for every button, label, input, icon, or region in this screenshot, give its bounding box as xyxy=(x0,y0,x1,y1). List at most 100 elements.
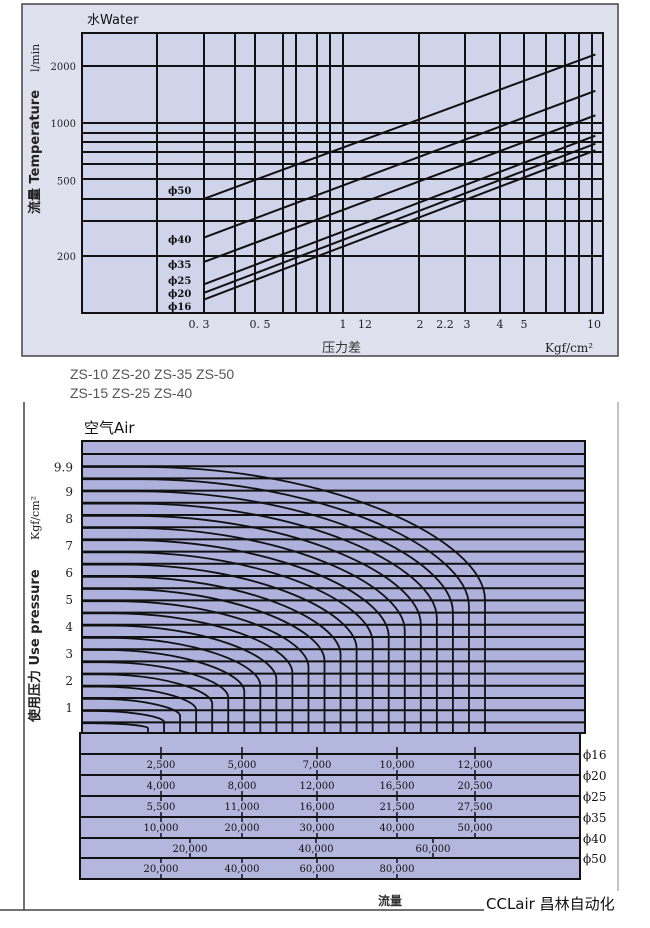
watermark: CCLair 昌林自动化 xyxy=(486,895,615,913)
air-pressure-curve xyxy=(83,502,438,733)
water-grid xyxy=(82,33,603,313)
water-y-label: 流量 Temperature xyxy=(27,90,43,214)
air-pressure-curve xyxy=(83,612,294,733)
air-pressure-curve xyxy=(83,539,390,733)
air-table-value: 40,000 xyxy=(299,844,334,855)
air-pressure-curve xyxy=(83,551,374,733)
water-x-tick-label: 5 xyxy=(521,318,528,331)
water-series-label: ϕ20 xyxy=(168,289,191,300)
water-y-tick-label: 1000 xyxy=(51,119,76,130)
air-y-label: 使用压力 Use pressure xyxy=(27,569,43,723)
air-pressure-curve xyxy=(83,588,326,733)
air-pressure-curve xyxy=(83,514,422,733)
air-table-value: 11,000 xyxy=(225,802,260,813)
air-pressure-curve xyxy=(83,478,470,733)
water-series-line xyxy=(203,53,596,200)
air-table-value: 16,000 xyxy=(300,802,335,813)
air-pressure-curve xyxy=(83,673,214,733)
air-table-value: 60,000 xyxy=(416,844,451,855)
air-table-size-label: ϕ40 xyxy=(583,832,606,846)
water-x-label: 压力差 xyxy=(322,341,361,356)
water-series-line xyxy=(203,114,596,263)
air-table-value: 20,000 xyxy=(173,844,208,855)
air-table-value: 5,000 xyxy=(228,760,257,771)
water-series-line xyxy=(203,89,596,239)
air-grid xyxy=(82,453,585,724)
air-pressure-curve xyxy=(83,649,246,733)
air-table-value: 10,000 xyxy=(380,760,415,771)
air-pressure-curve xyxy=(83,685,198,733)
air-table-value: 10,000 xyxy=(144,823,179,834)
air-flow-table xyxy=(79,732,581,880)
air-table-value: 8,000 xyxy=(228,781,257,792)
air-table-value: 40,000 xyxy=(380,823,415,834)
water-x-tick-label: 0. 3 xyxy=(189,318,210,331)
air-table-value: 12,000 xyxy=(458,760,493,771)
water-x-tick-label: 10 xyxy=(587,318,601,331)
water-series xyxy=(203,53,596,301)
air-y-tick-label: 4 xyxy=(65,620,73,634)
air-table-value: 40,000 xyxy=(225,864,260,875)
air-pressure-curve xyxy=(83,466,486,733)
water-x-tick-label: 0. 5 xyxy=(250,318,271,331)
air-y-tick-label: 8 xyxy=(65,512,73,526)
air-y-tick-label: 9.9 xyxy=(54,461,73,475)
air-curves xyxy=(83,466,486,733)
air-table-value: 12,000 xyxy=(300,781,335,792)
water-labels: ϕ50 ϕ40 ϕ35 ϕ25 ϕ20 ϕ16 2000 1000 500 200 0. 3 0. 5… xyxy=(51,62,601,331)
air-table-size-label: ϕ25 xyxy=(583,790,606,804)
water-series-line xyxy=(203,142,596,294)
air-y-tick-label: 3 xyxy=(65,647,73,661)
water-x-tick-label: 2.2 xyxy=(436,318,454,331)
water-series-label: ϕ25 xyxy=(168,276,191,287)
air-table-value: 21,500 xyxy=(380,802,415,813)
air-chart: ϕ16 2,500 5,000 7,000 10,000 12,000 ϕ20 4,000 8,… xyxy=(0,402,619,911)
air-x-label: 流量 xyxy=(378,893,402,908)
air-table-size-label: ϕ50 xyxy=(583,852,606,866)
air-y-tick-label: 2 xyxy=(65,674,73,688)
water-series-line xyxy=(203,149,596,301)
air-labels: 9.9 9 8 7 6 5 4 3 2 1 xyxy=(54,461,73,715)
water-series-label: ϕ35 xyxy=(168,260,191,271)
air-y-tick-label: 1 xyxy=(65,701,73,715)
water-series-label: ϕ40 xyxy=(168,235,191,246)
air-title: 空气Air xyxy=(84,419,135,437)
air-pressure-curve xyxy=(83,697,181,733)
air-y-tick-label: 5 xyxy=(65,593,73,607)
air-flow-table-content: ϕ16 2,500 5,000 7,000 10,000 12,000 ϕ20 4,000 8,… xyxy=(80,747,606,879)
water-y-tick-label: 2000 xyxy=(51,62,76,73)
air-table-size-label: ϕ35 xyxy=(583,811,606,825)
air-table-value: 16,500 xyxy=(380,781,415,792)
water-x-tick-label: 12 xyxy=(358,318,372,331)
air-table-size-label: ϕ16 xyxy=(583,748,606,762)
watermark-bg xyxy=(484,891,630,913)
air-y-unit: Kgf/cm² xyxy=(29,496,42,540)
air-y-tick-label: 9 xyxy=(65,485,73,499)
model-list-line-2: ZS-15 ZS-25 ZS-40 xyxy=(70,385,192,401)
air-table-value: 5,500 xyxy=(147,802,176,813)
water-x-tick-label: 2 xyxy=(417,318,424,331)
air-table-value: 60,000 xyxy=(300,864,335,875)
air-y-tick-label: 6 xyxy=(65,566,73,580)
air-pressure-curve xyxy=(83,563,358,733)
air-table-value: 27,500 xyxy=(458,802,493,813)
air-pressure-curve xyxy=(83,661,230,733)
air-pressure-curve xyxy=(83,722,149,733)
water-x-tick-label: 1 xyxy=(340,318,347,331)
water-series-label: ϕ16 xyxy=(168,302,191,313)
air-pressure-curve xyxy=(83,600,310,733)
air-pressure-curve xyxy=(83,624,278,733)
air-table-value: 4,000 xyxy=(147,781,176,792)
air-y-tick-label: 7 xyxy=(65,539,73,553)
air-table-size-label: ϕ20 xyxy=(583,769,606,783)
air-pressure-curve xyxy=(83,575,342,733)
air-pressure-curve xyxy=(83,527,406,733)
air-table-value: 20,000 xyxy=(225,823,260,834)
air-table-value: 20,500 xyxy=(458,781,493,792)
air-table-value: 7,000 xyxy=(303,760,332,771)
air-table-value: 80,000 xyxy=(380,864,415,875)
water-y-tick-label: 200 xyxy=(57,252,76,263)
water-series-label: ϕ50 xyxy=(168,186,191,197)
water-y-tick-label: 500 xyxy=(57,176,76,187)
